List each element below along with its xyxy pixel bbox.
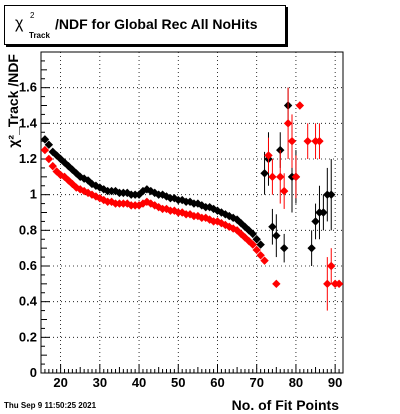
data-point bbox=[279, 186, 289, 196]
data-point bbox=[260, 169, 269, 178]
y-tick-label: 0.4 bbox=[19, 294, 38, 309]
data-point bbox=[217, 208, 226, 217]
y-tick-label: 0.2 bbox=[19, 329, 37, 344]
data-point bbox=[170, 194, 179, 203]
y-tick-label: 1.4 bbox=[19, 115, 38, 130]
data-point bbox=[248, 240, 257, 249]
x-tick-label: 70 bbox=[249, 375, 263, 390]
data-point bbox=[95, 194, 105, 203]
data-point bbox=[268, 172, 277, 182]
data-point bbox=[83, 188, 93, 198]
data-point bbox=[40, 135, 50, 144]
data-point bbox=[311, 217, 320, 226]
data-point bbox=[205, 215, 214, 224]
data-point bbox=[48, 161, 57, 171]
data-point bbox=[123, 188, 132, 198]
chart-title: /NDF for Global Rec All NoHits bbox=[55, 16, 258, 32]
x-tick-label: 20 bbox=[53, 375, 67, 390]
x-tick-label: 50 bbox=[171, 375, 185, 390]
title-superscript: 2 bbox=[30, 11, 35, 20]
data-point bbox=[56, 154, 65, 164]
data-point bbox=[307, 243, 316, 253]
data-point bbox=[64, 176, 73, 185]
data-point bbox=[272, 231, 281, 240]
x-tick-label: 60 bbox=[210, 375, 224, 390]
data-point bbox=[248, 229, 257, 239]
x-tick-label: 90 bbox=[328, 375, 342, 390]
data-point bbox=[276, 172, 285, 182]
x-axis-label: No. of Fit Points bbox=[232, 397, 340, 413]
y-tick-label: 0.8 bbox=[19, 222, 37, 237]
data-point bbox=[327, 261, 336, 271]
data-point bbox=[287, 136, 297, 146]
data-point bbox=[252, 235, 261, 244]
y-tick-label: 0 bbox=[30, 365, 37, 380]
data-point bbox=[99, 195, 108, 205]
data-point bbox=[134, 201, 144, 210]
data-point bbox=[268, 222, 277, 231]
data-point bbox=[315, 136, 324, 146]
data-point bbox=[170, 206, 179, 215]
data-point bbox=[83, 176, 93, 185]
data-point bbox=[225, 222, 234, 231]
data-point bbox=[264, 151, 273, 160]
data-point bbox=[64, 161, 73, 171]
data-point bbox=[272, 279, 281, 289]
data-point bbox=[303, 136, 312, 146]
data-point bbox=[40, 145, 50, 155]
data-point bbox=[91, 181, 101, 190]
data-point bbox=[48, 147, 57, 157]
x-tick-label: 40 bbox=[132, 375, 146, 390]
data-point bbox=[334, 279, 344, 289]
data-point bbox=[319, 208, 328, 217]
title-subscript: Track bbox=[29, 31, 50, 40]
data-point bbox=[283, 119, 293, 128]
data-point bbox=[295, 101, 305, 110]
y-axis-label: χ²_Track /NDF bbox=[5, 54, 21, 148]
x-tick-label: 80 bbox=[289, 375, 303, 390]
data-point bbox=[327, 190, 336, 199]
data-point bbox=[323, 279, 332, 289]
data-point bbox=[138, 186, 148, 196]
x-tick-label: 30 bbox=[93, 375, 107, 390]
data-point bbox=[72, 169, 81, 178]
data-point bbox=[44, 154, 54, 164]
data-point bbox=[260, 256, 269, 265]
title-box: χ 2 Track /NDF for Global Rec All NoHits bbox=[4, 5, 286, 45]
data-point bbox=[279, 243, 289, 253]
data-point bbox=[52, 167, 61, 176]
y-tick-label: 1.2 bbox=[19, 151, 37, 166]
data-point bbox=[256, 240, 265, 249]
y-tick-label: 1.6 bbox=[19, 80, 37, 95]
data-point bbox=[44, 140, 54, 149]
data-point bbox=[205, 202, 214, 212]
data-point bbox=[236, 229, 246, 239]
datestamp: Thu Sep 9 11:50:25 2021 bbox=[4, 401, 97, 410]
title-symbol: χ bbox=[15, 15, 24, 32]
data-point bbox=[291, 172, 301, 182]
data-point bbox=[252, 245, 261, 255]
y-tick-label: 1 bbox=[30, 187, 37, 202]
data-point bbox=[256, 251, 265, 260]
data-point bbox=[193, 199, 203, 208]
y-tick-label: 0.6 bbox=[19, 258, 37, 273]
data-point bbox=[79, 174, 89, 183]
